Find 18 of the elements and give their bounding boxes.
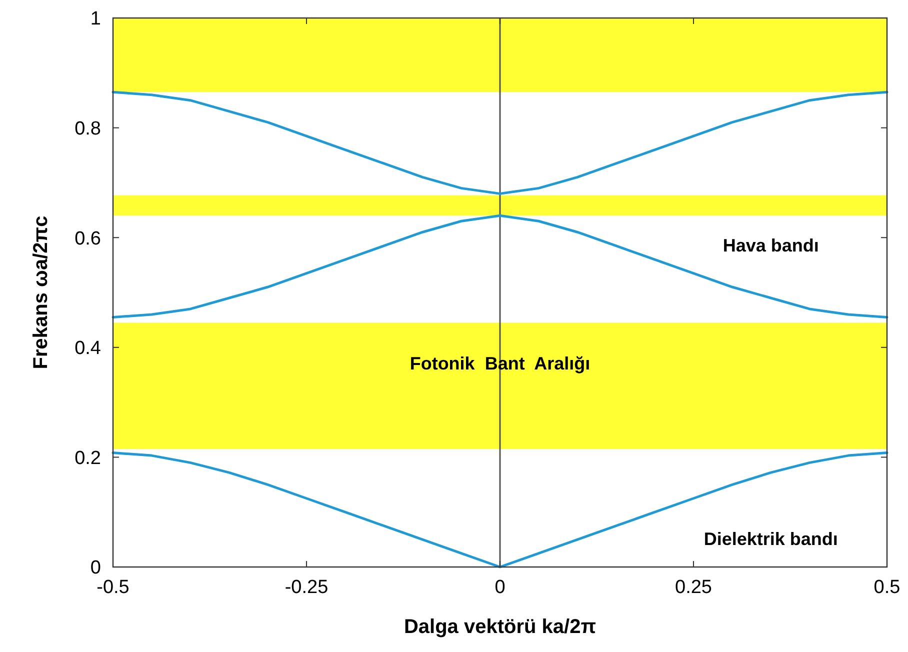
line-series [112,214,888,318]
annotation: Hava bandı [722,235,819,256]
y-tick-label: 0.6 [74,228,101,250]
x-tick-label: -0.5 [96,577,130,598]
y-tick-label: 0.2 [74,448,101,469]
y-tick-label: 0.4 [74,338,102,360]
y-tick-label: 0 [90,558,101,579]
x-tick-label: 0.5 [874,577,900,598]
annotation: Dielektrik bandı [704,529,838,550]
line-series [112,90,888,195]
x-tick-label: 0.25 [675,577,712,598]
y-tick-label: 0.8 [74,118,101,140]
x-axis-title: Dalga vektörü ka/2π [404,616,596,638]
x-tick-label: -0.25 [284,577,328,598]
y-axis-title: Frekans ωa/2πc [30,216,52,370]
x-tick-label: 0 [494,577,506,598]
y-tick-label: 1 [90,8,101,30]
line-series [112,452,888,568]
